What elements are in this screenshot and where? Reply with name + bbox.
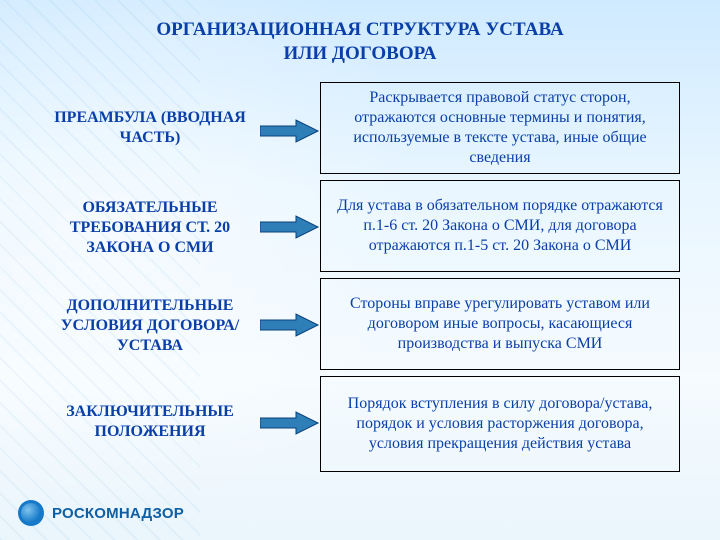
logo-text: РОСКОМНАДЗОР [52,505,184,522]
row-label-4: ЗАКЛЮЧИТЕЛЬНЫЕ ПОЛОЖЕНИЯ [40,402,260,442]
globe-icon [18,500,44,526]
row-box-1: Раскрывается правовой статус сторон, отр… [320,82,680,174]
row-label-1: ПРЕАМБУЛА (ВВОДНАЯ ЧАСТЬ) [40,108,260,148]
page-title: ОРГАНИЗАЦИОННАЯ СТРУКТУРА УСТАВА ИЛИ ДОГ… [0,18,720,66]
logo: РОСКОМНАДЗОР [18,500,184,526]
row-box-2: Для устава в обязательном порядке отража… [320,180,680,272]
title-line2: ИЛИ ДОГОВОРА [283,43,436,64]
row-box-4: Порядок вступления в силу договора/устав… [320,376,680,472]
row-label-3: ДОПОЛНИТЕЛЬНЫЕ УСЛОВИЯ ДОГОВОРА/УСТАВА [40,296,260,356]
row-label-2: ОБЯЗАТЕЛЬНЫЕ ТРЕБОВАНИЯ СТ. 20 ЗАКОНА О … [40,198,260,258]
row-box-3: Стороны вправе урегулировать уставом или… [320,278,680,370]
arrow-4 [260,410,320,436]
arrow-2 [260,214,320,240]
title-line1: ОРГАНИЗАЦИОННАЯ СТРУКТУРА УСТАВА [156,19,563,40]
arrow-3 [260,312,320,338]
arrow-1 [260,118,320,144]
